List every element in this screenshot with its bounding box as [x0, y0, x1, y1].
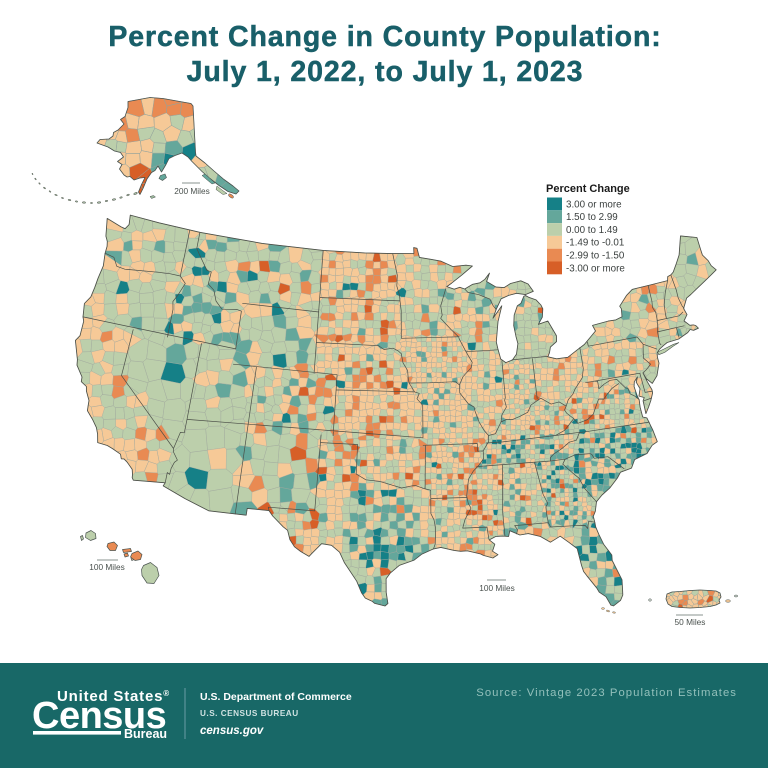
svg-text:-2.99 to -1.50: -2.99 to -1.50	[566, 251, 625, 262]
svg-text:0.00 to 1.49: 0.00 to 1.49	[566, 225, 618, 236]
svg-text:100 Miles: 100 Miles	[89, 562, 125, 572]
svg-text:-1.49 to -0.01: -1.49 to -0.01	[566, 238, 624, 249]
svg-text:50 Miles: 50 Miles	[675, 617, 706, 627]
svg-text:Bureau: Bureau	[124, 727, 167, 741]
svg-text:100 Miles: 100 Miles	[479, 583, 515, 593]
svg-text:U.S. Department of Commerce: U.S. Department of Commerce	[200, 691, 352, 703]
svg-text:-3.00 or more: -3.00 or more	[566, 263, 625, 274]
svg-text:Source: Vintage 2023 Populatio: Source: Vintage 2023 Population Estimate…	[476, 687, 737, 699]
svg-text:U.S. CENSUS BUREAU: U.S. CENSUS BUREAU	[200, 709, 299, 718]
svg-text:Percent Change: Percent Change	[546, 183, 630, 195]
svg-text:census.gov: census.gov	[200, 725, 264, 737]
svg-text:1.50 to 2.99: 1.50 to 2.99	[566, 212, 618, 223]
svg-text:200 Miles: 200 Miles	[174, 186, 210, 196]
svg-text:Census: Census	[32, 695, 166, 737]
svg-text:July 1, 2022, to July 1, 2023: July 1, 2022, to July 1, 2023	[187, 56, 584, 88]
svg-text:Percent Change in County Popul: Percent Change in County Population:	[108, 21, 661, 53]
svg-text:United States®: United States®	[57, 688, 170, 705]
svg-text:3.00 or more: 3.00 or more	[566, 199, 622, 210]
